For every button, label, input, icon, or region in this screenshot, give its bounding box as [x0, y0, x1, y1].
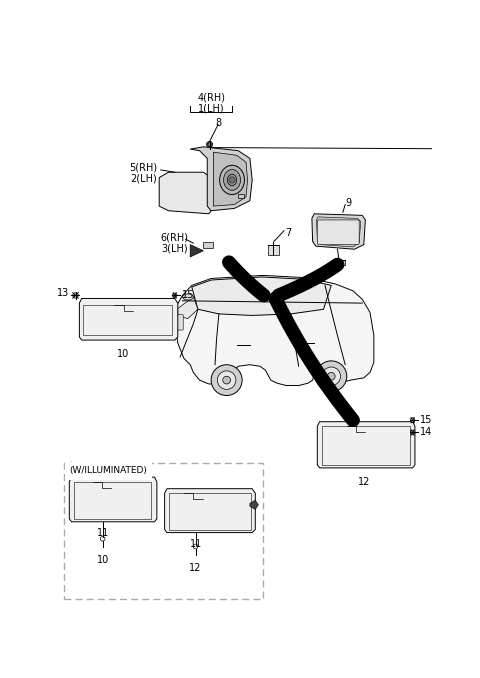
Text: 12: 12 — [190, 563, 202, 573]
Polygon shape — [317, 422, 415, 468]
Circle shape — [217, 371, 236, 389]
Text: 15: 15 — [181, 290, 194, 300]
Polygon shape — [178, 297, 198, 319]
Polygon shape — [190, 245, 204, 257]
Circle shape — [410, 418, 415, 422]
Polygon shape — [214, 152, 248, 206]
Circle shape — [206, 142, 213, 148]
Polygon shape — [192, 277, 331, 315]
Polygon shape — [159, 172, 211, 214]
Bar — [333, 260, 345, 264]
Ellipse shape — [228, 174, 237, 186]
Text: 7: 7 — [285, 228, 291, 238]
Text: 6(RH)
3(LH): 6(RH) 3(LH) — [161, 233, 189, 254]
Text: 4(RH)
1(LH): 4(RH) 1(LH) — [197, 92, 225, 114]
Polygon shape — [79, 298, 178, 340]
Circle shape — [73, 293, 78, 298]
Text: (W/ILLUMINATED): (W/ILLUMINATED) — [69, 466, 147, 475]
Bar — [204, 241, 213, 247]
Circle shape — [410, 430, 415, 435]
Polygon shape — [312, 214, 365, 250]
FancyBboxPatch shape — [174, 315, 183, 330]
Circle shape — [322, 367, 340, 386]
Text: 15: 15 — [420, 415, 432, 425]
Text: 11: 11 — [96, 528, 109, 538]
Polygon shape — [165, 489, 255, 533]
Text: 10: 10 — [96, 555, 109, 565]
Ellipse shape — [224, 170, 240, 191]
Text: 11: 11 — [190, 539, 202, 549]
Circle shape — [316, 361, 347, 392]
Text: 9: 9 — [345, 199, 351, 208]
FancyBboxPatch shape — [317, 220, 359, 245]
Bar — [238, 194, 244, 199]
Circle shape — [229, 177, 235, 183]
Text: 8: 8 — [215, 119, 221, 128]
Text: 12: 12 — [358, 477, 370, 487]
Text: 5(RH)
2(LH): 5(RH) 2(LH) — [130, 162, 158, 184]
Polygon shape — [190, 147, 252, 211]
Polygon shape — [175, 275, 374, 386]
Text: 13: 13 — [57, 288, 69, 298]
Polygon shape — [69, 477, 157, 522]
Circle shape — [208, 143, 211, 146]
Polygon shape — [316, 217, 360, 247]
Circle shape — [172, 293, 177, 298]
Circle shape — [327, 372, 335, 380]
Circle shape — [211, 365, 242, 395]
Bar — [64, 462, 263, 599]
Ellipse shape — [220, 165, 244, 195]
Text: 10: 10 — [118, 349, 130, 359]
Bar — [268, 245, 278, 255]
Ellipse shape — [182, 294, 193, 300]
Circle shape — [223, 376, 230, 384]
Text: 14: 14 — [420, 428, 432, 437]
Polygon shape — [250, 500, 258, 509]
